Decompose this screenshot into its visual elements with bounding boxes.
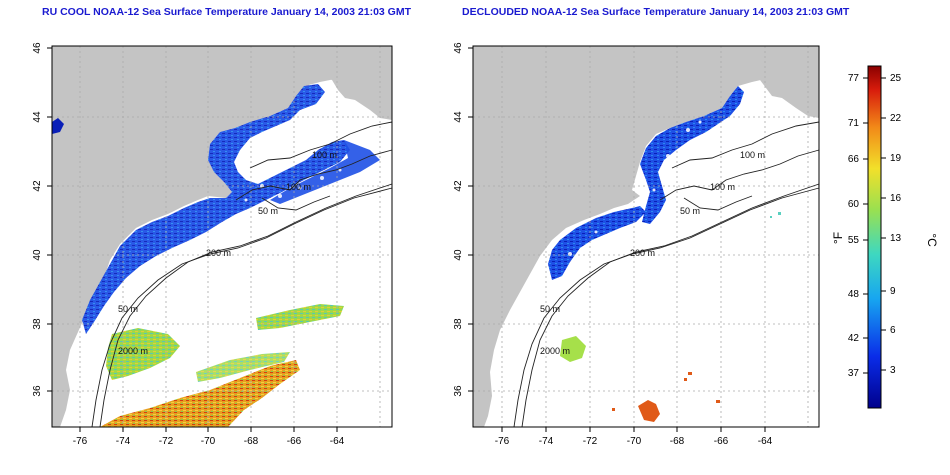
colorbar-f-tick: 66 [848, 154, 860, 165]
colorbar-c-tick: 16 [890, 193, 902, 204]
left-contour-label: 100 m [286, 182, 311, 192]
left-y-tick-label: 44 [32, 111, 43, 123]
colorbar-f-tick: 71 [848, 118, 860, 129]
right-y-tick-label: 38 [453, 318, 464, 330]
left-grid [52, 46, 392, 427]
left-x-tick-label: -72 [159, 436, 174, 447]
colorbar-unit-f: °F [831, 232, 845, 244]
left-bathymetry-contours [91, 121, 393, 428]
left-warm-water [100, 360, 300, 427]
left-y-tick-label: 46 [32, 42, 43, 54]
colorbar-c-tick: 3 [890, 365, 896, 376]
colorbar-f-tick: 48 [848, 289, 860, 300]
left-y-tick-label: 36 [32, 385, 43, 397]
right-contour-label: 100 m [710, 182, 735, 192]
colorbar-unit-c: °C [925, 233, 939, 247]
right-y-tick-label: 36 [453, 385, 464, 397]
left-x-tick-label: -70 [201, 436, 216, 447]
right-contour-label: 50 m [680, 206, 700, 216]
right-warm-patches [612, 372, 720, 422]
colorbar-f-tick: 37 [848, 368, 860, 379]
left-x-tick-label: -66 [287, 436, 302, 447]
left-x-tick-label: -76 [73, 436, 88, 447]
left-contour-label: 200 m [206, 248, 231, 258]
colorbar-f-tick: 77 [848, 73, 860, 84]
right-x-tick-label: -66 [714, 436, 729, 447]
left-y-tick-label: 38 [32, 318, 43, 330]
colorbar-c-tick: 6 [890, 325, 896, 336]
colorbar-f-tick: 42 [848, 333, 860, 344]
left-contour-label: 100 m [312, 150, 337, 160]
right-x-tick-label: -74 [539, 436, 554, 447]
right-bathymetry-contours [513, 121, 820, 428]
colorbar-c-tick: 25 [890, 73, 902, 84]
left-mid-water-a [106, 328, 180, 380]
right-contour-label: 200 m [630, 248, 655, 258]
right-land [473, 46, 819, 427]
colorbar-c-tick: 22 [890, 113, 902, 124]
right-x-tick-label: -70 [627, 436, 642, 447]
right-contour-label: 2000 m [540, 346, 570, 356]
right-x-tick-label: -64 [758, 436, 773, 447]
left-y-tick-label: 42 [32, 180, 43, 192]
right-contour-label: 50 m [540, 304, 560, 314]
right-map: 100 m 100 m 50 m 200 m 50 m 2000 m -76 -… [453, 42, 820, 447]
left-map: 100 m 100 m 50 m 200 m 50 m 2000 m -76 -… [32, 42, 393, 447]
right-map-title: DECLOUDED NOAA-12 Sea Surface Temperatur… [462, 6, 850, 18]
right-y-tick-label: 42 [453, 180, 464, 192]
left-contour-label: 2000 m [118, 346, 148, 356]
colorbar-c-tick: 19 [890, 153, 902, 164]
left-x-tick-label: -74 [116, 436, 131, 447]
right-mid-water [560, 336, 586, 362]
colorbar-f-tick: 55 [848, 235, 860, 246]
left-x-tick-label: -64 [330, 436, 345, 447]
right-x-tick-label: -68 [670, 436, 685, 447]
left-land [52, 46, 392, 427]
right-y-tick-label: 46 [453, 42, 464, 54]
right-y-tick-label: 44 [453, 111, 464, 123]
colorbar-c-tick: 13 [890, 233, 902, 244]
left-mid-water-b [256, 304, 344, 330]
left-y-tick-label: 40 [32, 249, 43, 261]
colorbar-f-tick: 60 [848, 199, 860, 210]
right-x-tick-label: -72 [583, 436, 598, 447]
right-x-tick-label: -76 [495, 436, 510, 447]
left-map-title: RU COOL NOAA-12 Sea Surface Temperature … [42, 6, 412, 18]
left-contour-label: 50 m [118, 304, 138, 314]
left-x-tick-label: -68 [244, 436, 259, 447]
right-cold-water [640, 86, 744, 224]
left-cold-water [82, 84, 350, 334]
right-y-tick-label: 40 [453, 249, 464, 261]
colorbar-gradient [867, 65, 882, 409]
right-grid [473, 46, 819, 427]
left-contour-label: 50 m [258, 206, 278, 216]
colorbar: 77 71 66 60 55 48 42 37 25 22 19 16 13 9… [831, 65, 939, 409]
right-contour-label: 100 m [740, 150, 765, 160]
colorbar-c-tick: 9 [890, 286, 896, 297]
